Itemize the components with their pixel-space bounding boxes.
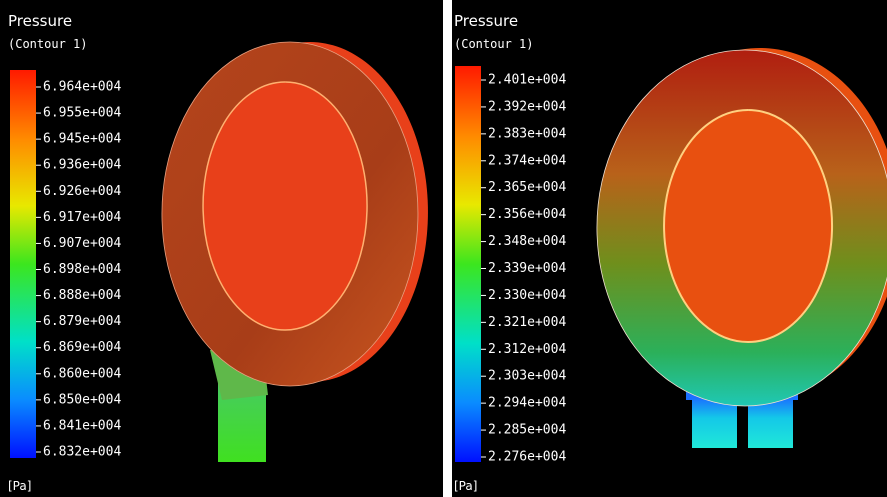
legend-label: 6.926e+004 bbox=[43, 184, 121, 199]
legend-label: 6.898e+004 bbox=[43, 262, 121, 277]
colorbar bbox=[455, 66, 481, 462]
legend-label: 6.860e+004 bbox=[43, 366, 121, 381]
title: Pressure bbox=[454, 12, 518, 30]
legend-label: 2.392e+004 bbox=[488, 99, 566, 114]
legend-label: 6.850e+004 bbox=[43, 392, 121, 407]
legend-label: 2.365e+004 bbox=[488, 180, 566, 195]
legend-label: 6.888e+004 bbox=[43, 288, 121, 303]
legend-label: 6.917e+004 bbox=[43, 210, 121, 225]
legend-label: 2.356e+004 bbox=[488, 207, 566, 222]
legend-label: 6.936e+004 bbox=[43, 158, 121, 173]
legend-label: 2.276e+004 bbox=[488, 450, 566, 465]
unit: [Pa] bbox=[8, 479, 31, 493]
page: Pressure (Contour 1) [Pa] Pressure (Cont… bbox=[0, 0, 887, 497]
unit: [Pa] bbox=[454, 479, 477, 493]
legend-label: 2.330e+004 bbox=[488, 288, 566, 303]
legend-label: 2.312e+004 bbox=[488, 342, 566, 357]
legend-label: 6.869e+004 bbox=[43, 340, 121, 355]
legend-label: 2.401e+004 bbox=[488, 73, 566, 88]
legend-label: 6.955e+004 bbox=[43, 106, 121, 121]
legend-label: 6.907e+004 bbox=[43, 236, 121, 251]
legend-label: 2.374e+004 bbox=[488, 153, 566, 168]
legend-label: 2.285e+004 bbox=[488, 423, 566, 438]
title: Pressure bbox=[8, 12, 72, 30]
legend-label: 2.321e+004 bbox=[488, 315, 566, 330]
legend-label: 6.832e+004 bbox=[43, 445, 121, 460]
legend-label: 2.339e+004 bbox=[488, 261, 566, 276]
legend-label: 2.294e+004 bbox=[488, 396, 566, 411]
subtitle: (Contour 1) bbox=[8, 37, 87, 51]
screenshot: Pressure (Contour 1) [Pa] Pressure (Cont… bbox=[0, 0, 887, 497]
colorbar bbox=[10, 70, 36, 458]
subtitle: (Contour 1) bbox=[454, 37, 533, 51]
legend-label: 6.964e+004 bbox=[43, 80, 121, 95]
legend-label: 2.348e+004 bbox=[488, 234, 566, 249]
legend-label: 2.303e+004 bbox=[488, 369, 566, 384]
legend-label: 6.879e+004 bbox=[43, 314, 121, 329]
legend-label: 2.383e+004 bbox=[488, 126, 566, 141]
legend-label: 6.945e+004 bbox=[43, 132, 121, 147]
legend-label: 6.841e+004 bbox=[43, 418, 121, 433]
